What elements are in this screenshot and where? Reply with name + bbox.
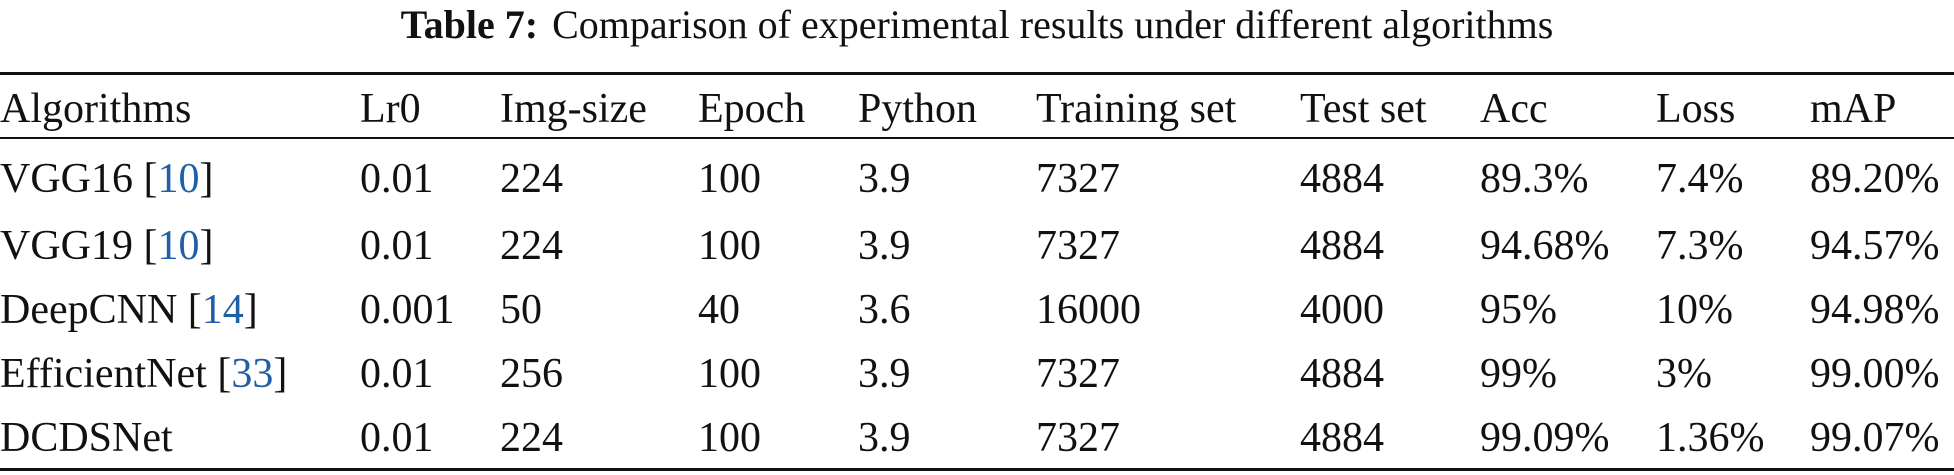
header-python: Python [858,86,978,132]
img-size-cell: 256 [500,351,563,397]
lr0-cell: 0.01 [360,415,434,461]
caption-label: Table 7: [400,2,539,47]
header-rule [0,137,1954,139]
img-size-cell: 224 [500,156,563,202]
python-cell: 3.6 [858,287,911,333]
header-row: Algorithms Lr0 Img-size Epoch Python Tra… [0,80,1954,138]
test-set-cell: 4000 [1300,287,1384,333]
algorithm-cell: DCDSNet [0,406,360,470]
table-row: DCDSNet 0.01 224 100 3.9 7327 4884 99.09… [0,406,1954,470]
bottom-rule [0,468,1954,471]
table-row: VGG16 [10] 0.01 224 100 3.9 7327 4884 89… [0,138,1954,214]
algorithm-cell: VGG16 [10] [0,156,214,202]
algorithm-name: VGG19 [0,223,133,269]
epoch-cell: 40 [698,287,740,333]
python-cell: 3.9 [858,351,911,397]
algorithm-name: VGG16 [0,156,133,202]
training-set-cell: 7327 [1036,351,1120,397]
python-cell: 3.9 [858,415,911,461]
img-size-cell: 224 [500,415,563,461]
acc-cell: 89.3% [1480,156,1589,202]
algorithm-cell: VGG19 [10] [0,223,214,269]
test-set-cell: 4884 [1300,223,1384,269]
table-caption: Table 7: Comparison of experimental resul… [0,0,1954,50]
map-cell: 89.20% [1810,156,1940,202]
header-epoch: Epoch [698,86,806,132]
training-set-cell: 16000 [1036,287,1141,333]
loss-cell: 7.3% [1656,223,1744,269]
header-training-set: Training set [1036,86,1237,132]
algorithm-name: DeepCNN [0,287,178,333]
header-lr0: Lr0 [360,86,421,132]
test-set-cell: 4884 [1300,415,1384,461]
test-set-cell: 4884 [1300,156,1384,202]
citation-link[interactable]: 14 [201,287,244,333]
test-set-cell: 4884 [1300,351,1384,397]
img-size-cell: 50 [500,287,542,333]
top-rule [0,72,1954,75]
map-cell: 99.00% [1810,351,1940,397]
epoch-cell: 100 [698,351,761,397]
loss-cell: 1.36% [1656,415,1765,461]
citation-link[interactable]: 10 [157,156,200,202]
acc-cell: 99.09% [1480,415,1610,461]
header-algorithms: Algorithms [0,86,192,132]
map-cell: 94.98% [1810,287,1940,333]
epoch-cell: 100 [698,223,761,269]
table-row: EfficientNet [33] 0.01 256 100 3.9 7327 … [0,342,1954,406]
training-set-cell: 7327 [1036,223,1120,269]
training-set-cell: 7327 [1036,415,1120,461]
header-map: mAP [1810,86,1897,132]
lr0-cell: 0.01 [360,156,434,202]
python-cell: 3.9 [858,223,911,269]
lr0-cell: 0.01 [360,351,434,397]
results-table: Algorithms Lr0 Img-size Epoch Python Tra… [0,80,1954,470]
algorithm-name: DCDSNet [0,415,173,461]
caption-text: Comparison of experimental results under… [552,2,1554,47]
citation-link[interactable]: 10 [157,223,200,269]
algorithm-name: EfficientNet [0,351,207,397]
header-img-size: Img-size [500,86,647,132]
header-test-set: Test set [1300,86,1427,132]
lr0-cell: 0.001 [360,287,455,333]
header-acc: Acc [1480,86,1548,132]
table-row: VGG19 [10] 0.01 224 100 3.9 7327 4884 94… [0,214,1954,278]
table-row: DeepCNN [14] 0.001 50 40 3.6 16000 4000 … [0,278,1954,342]
loss-cell: 10% [1656,287,1733,333]
acc-cell: 95% [1480,287,1557,333]
map-cell: 94.57% [1810,223,1940,269]
img-size-cell: 224 [500,223,563,269]
algorithm-cell: DeepCNN [14] [0,287,258,333]
acc-cell: 99% [1480,351,1557,397]
lr0-cell: 0.01 [360,223,434,269]
algorithm-cell: EfficientNet [33] [0,351,288,397]
loss-cell: 3% [1656,351,1712,397]
acc-cell: 94.68% [1480,223,1610,269]
map-cell: 99.07% [1810,415,1940,461]
epoch-cell: 100 [698,156,761,202]
python-cell: 3.9 [858,156,911,202]
loss-cell: 7.4% [1656,156,1744,202]
training-set-cell: 7327 [1036,156,1120,202]
epoch-cell: 100 [698,415,761,461]
citation-link[interactable]: 33 [231,351,274,397]
header-loss: Loss [1656,86,1736,132]
